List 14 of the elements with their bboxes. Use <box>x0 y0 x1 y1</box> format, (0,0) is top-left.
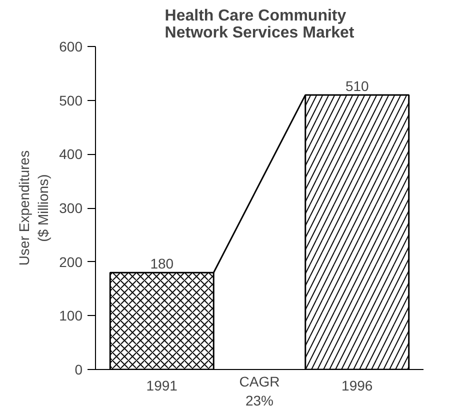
y-tick-label: 400 <box>59 146 83 162</box>
text: CAGR 23% <box>239 374 280 409</box>
y-tick-label: 100 <box>59 308 83 324</box>
y-tick-label: 600 <box>59 38 83 54</box>
x-tick-label: 1991 <box>146 378 178 394</box>
y-tick-label: 0 <box>74 362 83 378</box>
y-tick-label: 200 <box>59 254 83 270</box>
y-axis-title: User Expenditures ($ Millions) <box>16 150 52 266</box>
data-label: 180 <box>150 256 174 272</box>
chart-title: Health Care Community Network Services Market <box>164 8 355 42</box>
data-label: 510 <box>345 78 370 94</box>
x-tick-label: 1996 <box>342 378 373 394</box>
y-tick-label: 300 <box>59 200 83 216</box>
y-tick-label: 500 <box>59 92 83 108</box>
